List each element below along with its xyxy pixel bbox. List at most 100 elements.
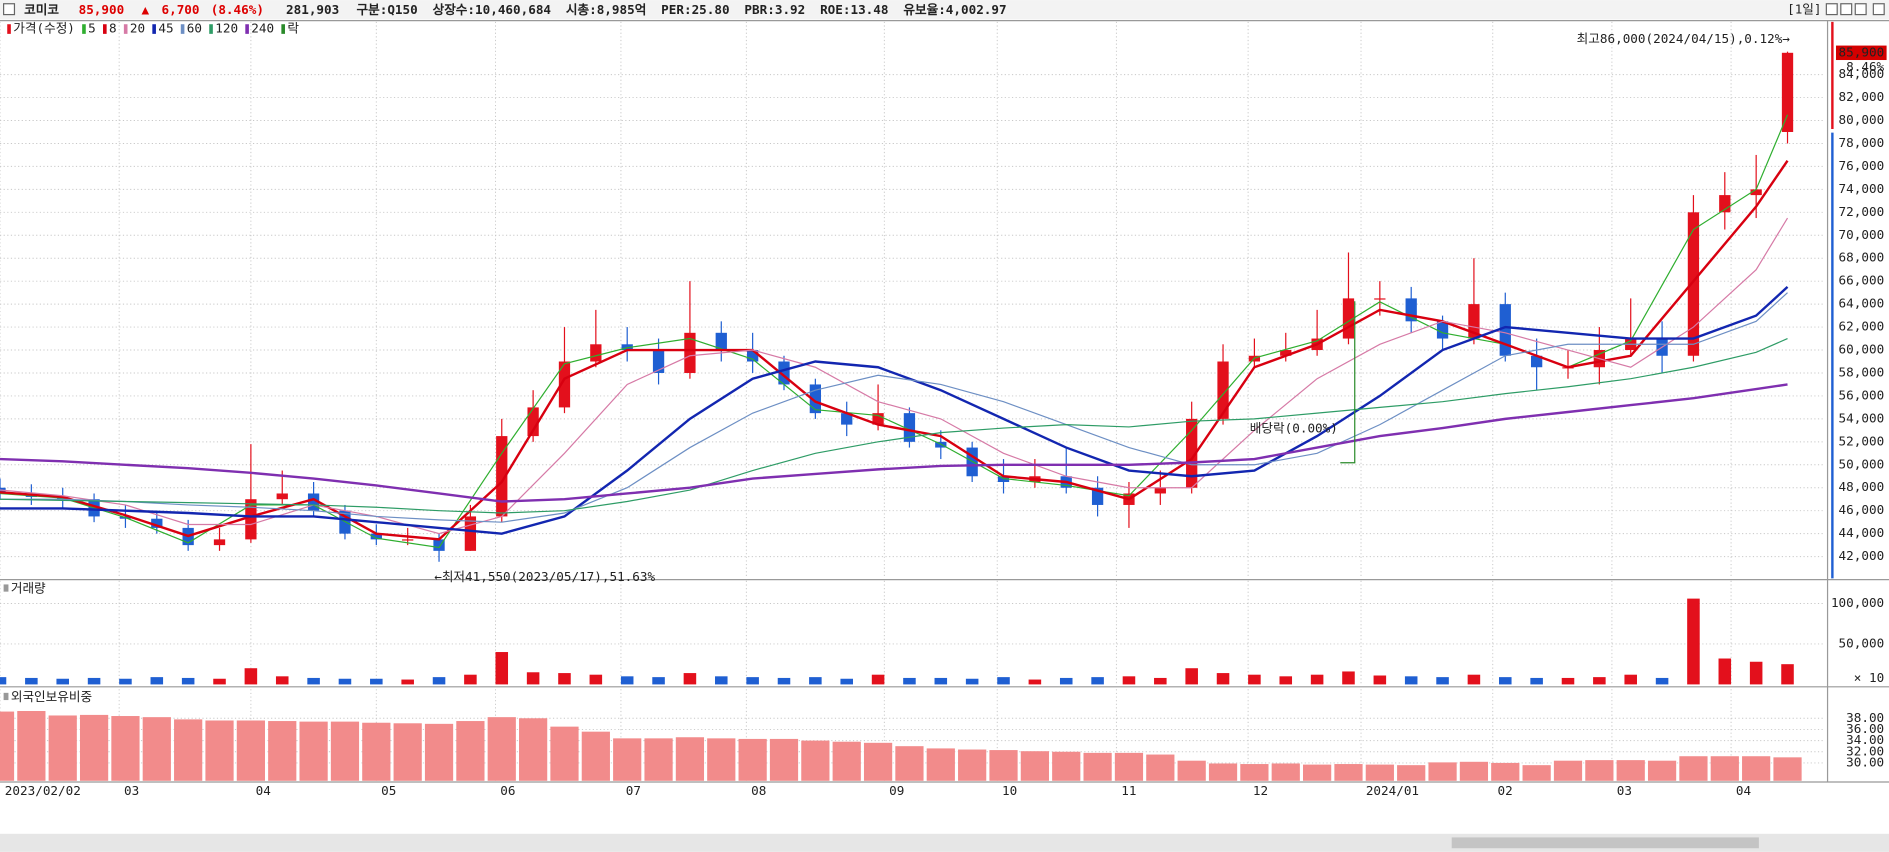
bar (958, 749, 987, 781)
bar (519, 718, 548, 781)
candle-body (276, 493, 288, 500)
bar (0, 677, 7, 685)
bar (1020, 751, 1049, 781)
x-tick-label: 10 (1002, 783, 1017, 798)
candle-body (1750, 189, 1762, 196)
legend-swatch (180, 24, 185, 34)
bar (79, 714, 109, 781)
bar (48, 715, 77, 781)
candle-body (903, 413, 916, 442)
candle-body (1719, 195, 1731, 213)
candle-body (1342, 298, 1355, 339)
bar (707, 738, 736, 781)
bar (362, 722, 391, 781)
bar (903, 677, 916, 685)
y-tick-label: 68,000 (1839, 250, 1885, 265)
scroll-thumb[interactable] (1451, 837, 1759, 849)
ma-line (0, 159, 1789, 541)
bar (1553, 760, 1583, 781)
bar (1687, 598, 1700, 685)
bar (1083, 752, 1112, 781)
volume: 281,903 (286, 1, 339, 16)
y-tick-label: 52,000 (1839, 433, 1885, 448)
bar (181, 677, 195, 685)
close-button[interactable] (1872, 3, 1885, 16)
candle-body (213, 539, 226, 546)
y-tick-label: 70,000 (1839, 227, 1885, 242)
bar (550, 726, 579, 781)
window-button[interactable] (1825, 3, 1838, 16)
scrollbar[interactable] (0, 833, 1889, 852)
bar (1342, 671, 1355, 685)
bar (487, 717, 516, 781)
bar (1208, 763, 1238, 781)
candle-body (1468, 304, 1480, 339)
period[interactable]: [1일] (1787, 1, 1821, 16)
y-tick-label: 48,000 (1839, 479, 1885, 494)
y-tick-label: 60,000 (1839, 342, 1885, 357)
legend-label: 45 (158, 21, 173, 36)
bar (832, 741, 861, 781)
bar (620, 676, 634, 685)
bar (275, 676, 289, 685)
bar (1436, 677, 1449, 685)
x-tick-label: 04 (256, 783, 271, 798)
legend-swatch (123, 24, 128, 34)
candle-body (684, 332, 696, 373)
bar (1499, 677, 1512, 685)
candle-body (1530, 355, 1543, 368)
bar (1585, 760, 1614, 781)
plot: 42,000 44,000 46,000 48,000 50,000 52,000 54,0… (0, 21, 1887, 798)
window-button[interactable] (1840, 3, 1853, 16)
change: 6,700 (162, 1, 200, 16)
bar (581, 731, 610, 781)
bar (25, 677, 38, 685)
candle-body (1280, 350, 1292, 356)
window-button[interactable] (1854, 3, 1867, 16)
ma-line (0, 217, 1789, 535)
bar (746, 677, 759, 685)
x-tick-label: 03 (124, 783, 139, 798)
candle-body (1499, 304, 1511, 356)
bar (801, 740, 830, 781)
price: 85,900 (79, 1, 125, 16)
bar (1397, 765, 1426, 781)
bar (174, 719, 203, 781)
y-tick-label: 100,000 (1831, 595, 1884, 610)
bar (1334, 764, 1363, 781)
bar (652, 677, 665, 685)
bar (989, 750, 1018, 781)
y-tick-label: 74,000 (1839, 181, 1885, 196)
bar (111, 716, 140, 781)
window-icon[interactable] (3, 3, 16, 16)
last-price-badge (1835, 45, 1887, 61)
x-tick-label: 09 (889, 783, 904, 798)
candle-body (433, 539, 445, 551)
header-bar (0, 0, 1889, 20)
bar (644, 738, 673, 781)
x-tick-label: 2023/02/02 (5, 783, 81, 798)
bar (495, 652, 509, 685)
bar (338, 678, 352, 685)
legend-swatch (7, 24, 11, 34)
bar (895, 746, 924, 781)
bar (1655, 677, 1669, 685)
bar (1773, 757, 1802, 781)
bar (393, 723, 422, 781)
y-tick-label: 30.00 (1846, 754, 1884, 769)
candle-body (1154, 487, 1166, 494)
low-annotation: ←최저41,550(2023/05/17),51.63% (434, 569, 655, 584)
bar (456, 721, 485, 781)
bar (1185, 668, 1198, 685)
candle-body (1217, 361, 1229, 419)
bar (1052, 751, 1081, 781)
candle-body (1091, 487, 1104, 505)
candle-body (558, 361, 571, 408)
bar (1404, 676, 1418, 685)
bar (1679, 756, 1708, 781)
legend-label: 락 (287, 21, 299, 36)
bar (1742, 756, 1771, 781)
candle-body (841, 413, 853, 425)
bar (613, 738, 642, 781)
